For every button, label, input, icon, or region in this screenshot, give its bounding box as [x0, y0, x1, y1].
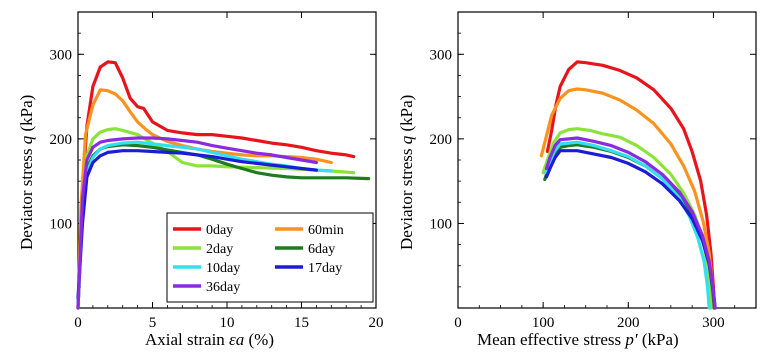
legend-label-60min: 60min: [308, 223, 344, 238]
legend-box: [166, 212, 374, 303]
series-line-0day: [545, 60, 716, 310]
x-tick-label: 10: [220, 315, 235, 331]
legend-label-36day: 36day: [206, 280, 240, 295]
series-line-6day: [543, 143, 716, 310]
y-tick-label: 100: [430, 216, 453, 232]
x-tick-label: 20: [369, 315, 384, 331]
x-tick-label: 0: [74, 315, 82, 331]
series-left: [76, 60, 371, 310]
series-line-10day: [544, 140, 711, 310]
series-line-17day: [544, 149, 717, 310]
series-line-17day: [76, 149, 318, 300]
y-tick-label: 300: [50, 47, 73, 63]
x-tick-label: 5: [149, 315, 157, 331]
y-tick-label: 300: [430, 47, 453, 63]
legend-label-10day: 10day: [206, 261, 240, 276]
legend-label-17day: 17day: [308, 261, 342, 276]
y-tick-label: 200: [430, 132, 453, 148]
y-axis-label-right: Deviator stress q (kPa): [397, 95, 416, 250]
series-line-36day: [76, 136, 318, 310]
legend: 0day 60min 2day 6day 10day 17day 36day: [166, 212, 374, 303]
y-tick-label: 200: [50, 132, 73, 148]
y-tick-label: 100: [50, 216, 73, 232]
chart-strain: 0 5 10 15 20 100 200 300 Deviator stress q (kPa…: [17, 11, 384, 349]
legend-label-6day: 6day: [308, 242, 335, 257]
x-tick-label: 15: [294, 315, 309, 331]
legend-label-2day: 2day: [206, 242, 233, 257]
y-axis-label-left: Deviator stress q (kPa): [17, 95, 36, 250]
x-tick-label: 200: [617, 315, 640, 331]
series-line-60min: [539, 87, 716, 310]
x-tick-label: 0: [454, 315, 462, 331]
ticks-left: 0 5 10 15 20 100 200 300: [50, 11, 384, 331]
series-line-36day: [544, 136, 717, 310]
x-axis-label-right: Mean effective stress p′ (kPa): [477, 330, 679, 349]
chart-stress-path: 0 100 200 300 100 200 300 Deviator stress q (k…: [397, 11, 757, 349]
legend-label-0day: 0day: [206, 223, 233, 238]
x-axis-label-left: Axial strain εa (%): [145, 330, 274, 349]
ticks-right: 0 100 200 300 100 200 300: [430, 11, 757, 331]
series-right: [539, 60, 717, 310]
x-tick-label: 100: [532, 315, 555, 331]
x-tick-label: 300: [702, 315, 725, 331]
series-line-0day: [76, 60, 356, 310]
